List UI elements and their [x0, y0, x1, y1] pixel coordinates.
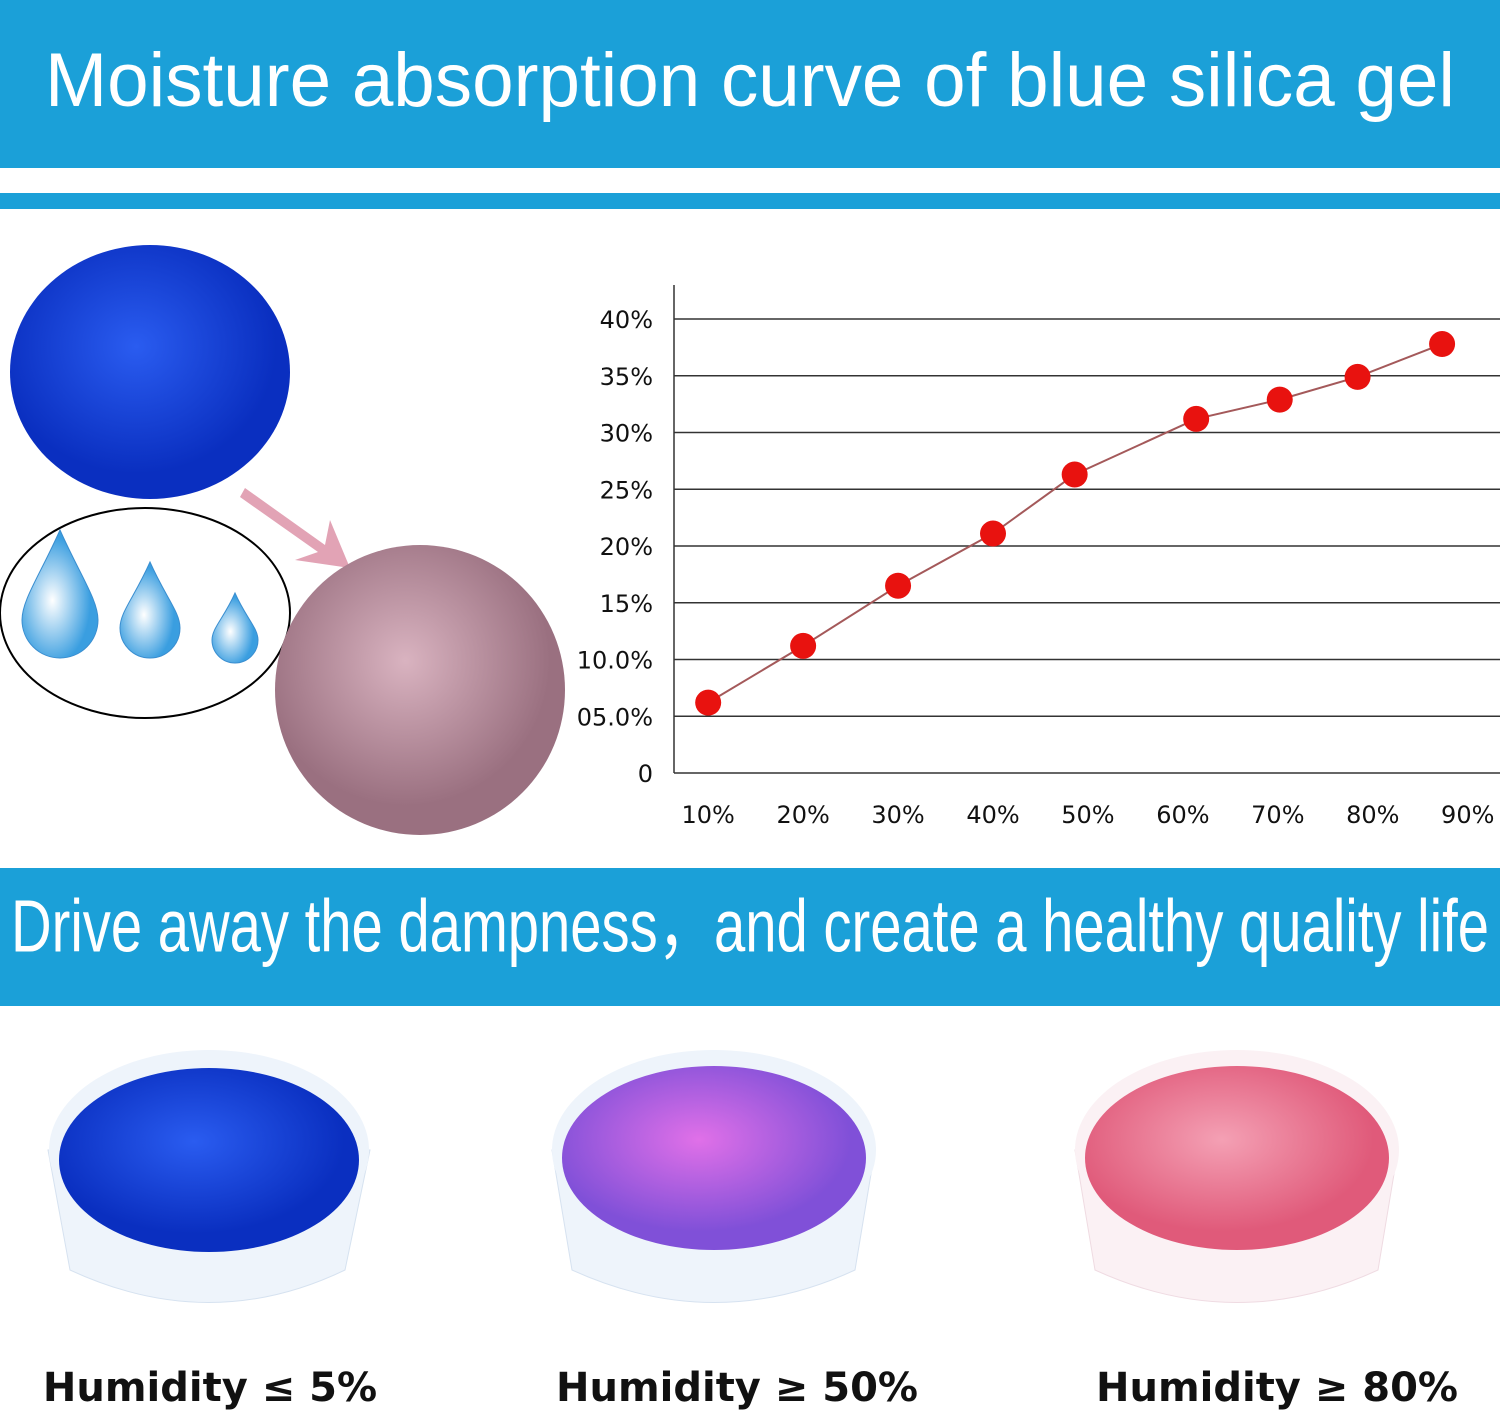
chart: 0 05.0% 10.0% 15% 20% 25% 30% 35% 40% 10% 20% 30% 40…	[577, 285, 1500, 829]
page-title: Moisture absorption curve of blue silica…	[45, 38, 1455, 123]
sample-dish	[1074, 1050, 1399, 1303]
data-point	[1429, 331, 1456, 358]
data-line	[707, 343, 1443, 704]
x-tick-label: 20%	[776, 801, 829, 829]
x-tick-label: 70%	[1251, 801, 1304, 829]
y-tick-label: 25%	[600, 476, 653, 504]
data-point	[1266, 386, 1293, 413]
x-tick-label: 50%	[1061, 801, 1114, 829]
x-tick-label: 80%	[1346, 801, 1399, 829]
x-tick-label: 30%	[871, 801, 924, 829]
x-tick-label: 90%	[1441, 801, 1494, 829]
blue-gel-image	[10, 245, 290, 499]
arrow	[240, 488, 350, 568]
header-stripe	[0, 193, 1500, 209]
sample-label: Humidity ≥ 50%	[556, 1365, 918, 1411]
y-tick-label: 0	[638, 760, 653, 788]
y-tick-label: 20%	[600, 533, 653, 561]
y-tick-label: 15%	[600, 590, 653, 618]
x-tick-label: 40%	[966, 801, 1019, 829]
header-banner	[0, 0, 1500, 168]
sample-label: Humidity ≤ 5%	[43, 1365, 377, 1411]
y-tick-label: 05.0%	[577, 703, 653, 731]
data-point	[790, 632, 817, 659]
pink-gel-image	[275, 545, 565, 835]
data-point	[885, 572, 912, 599]
data-point	[1183, 405, 1210, 432]
y-tick-label: 35%	[600, 363, 653, 391]
y-tick-label: 10.0%	[577, 647, 653, 675]
data-point	[980, 520, 1007, 547]
water-drop	[21, 528, 99, 659]
sample-dish	[551, 1050, 876, 1303]
y-tick-label: 40%	[600, 306, 653, 334]
data-point	[1061, 461, 1088, 488]
y-tick-label: 30%	[600, 420, 653, 448]
water-drop	[211, 591, 259, 664]
sample-dish	[47, 1050, 371, 1303]
sample-label: Humidity ≥ 80%	[1096, 1365, 1458, 1411]
data-point	[1344, 363, 1371, 390]
x-tick-label: 10%	[682, 801, 735, 829]
water-drop	[119, 560, 181, 659]
x-tick-label: 60%	[1156, 801, 1209, 829]
data-point	[695, 689, 722, 716]
slogan: Drive away the dampness，and create a hea…	[11, 885, 1489, 968]
slogan-banner	[0, 868, 1500, 1006]
